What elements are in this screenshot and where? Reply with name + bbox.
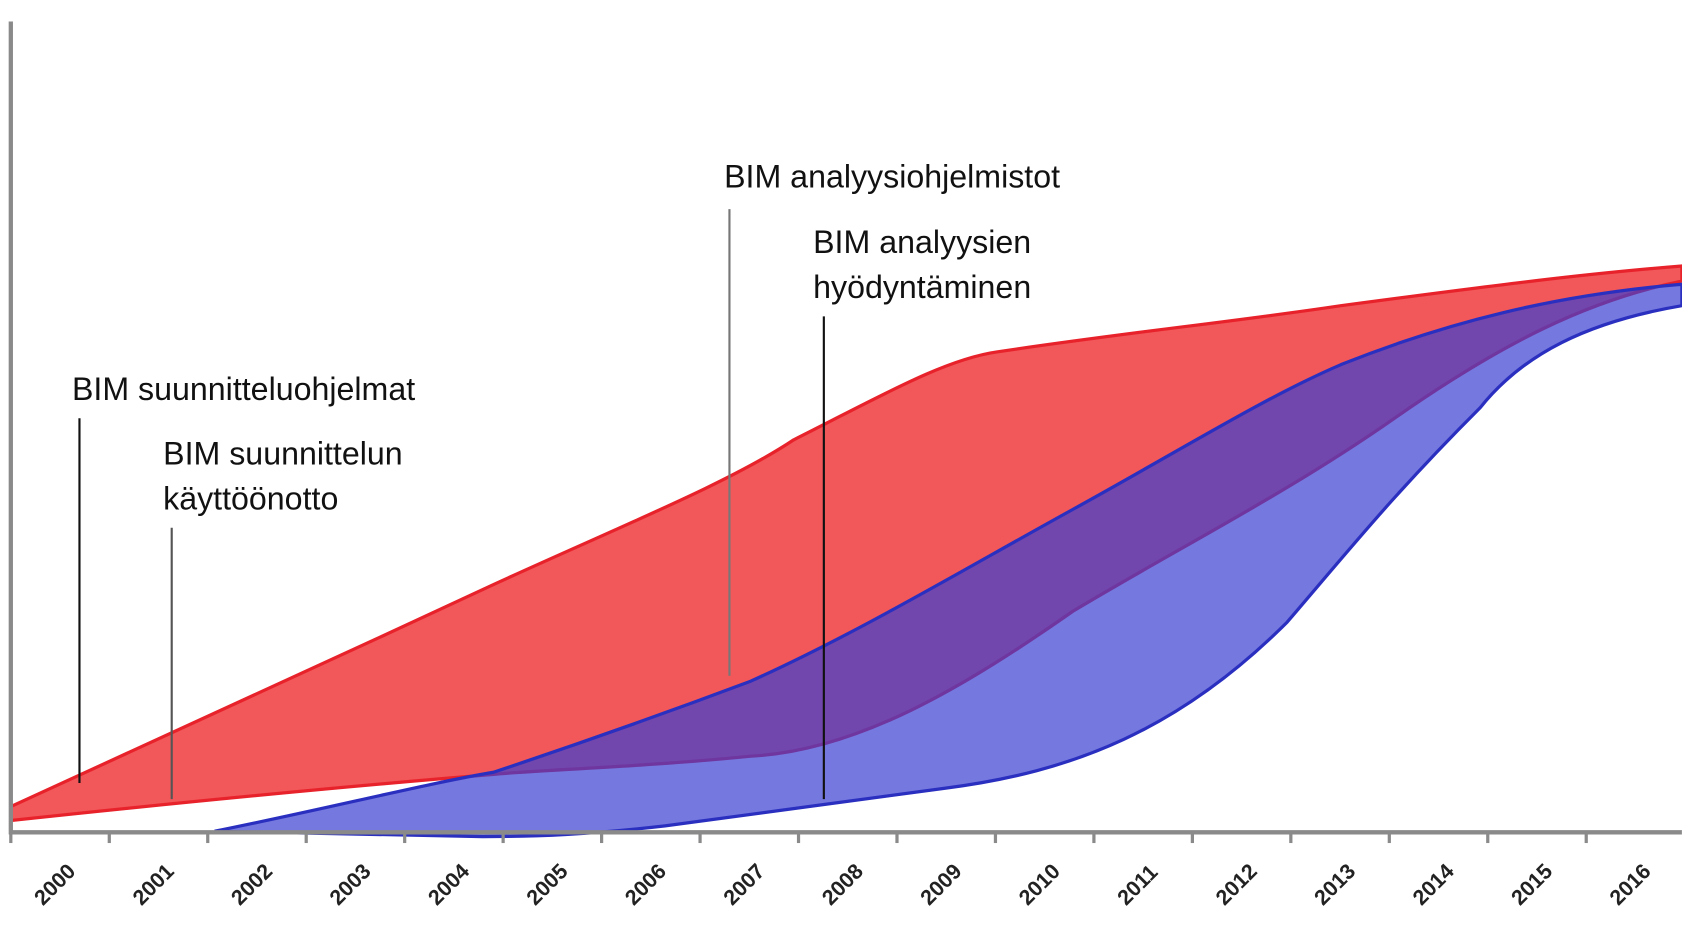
x-tick-label: 2003 — [325, 859, 376, 910]
x-tick-label: 2007 — [719, 859, 770, 910]
x-tick-label: 2011 — [1113, 860, 1163, 910]
x-tick-label: 2001 — [128, 859, 179, 910]
x-tick-label: 2004 — [423, 859, 474, 910]
x-tick-label: 2016 — [1605, 859, 1656, 910]
x-tick-label: 2000 — [30, 859, 81, 910]
annotation: BIM analyysien — [813, 224, 1031, 260]
annotation: käyttöönotto — [163, 480, 338, 516]
blue-band — [214, 282, 1682, 839]
annotation: BIM suunnitteluohjelmat — [72, 371, 415, 407]
x-tick-label: 2005 — [522, 859, 573, 910]
annotation: BIM analyysiohjelmistot — [724, 159, 1060, 195]
x-tick-label: 2006 — [620, 859, 671, 910]
x-tick-label: 2002 — [226, 859, 277, 910]
x-tick-label: 2014 — [1408, 859, 1459, 910]
x-tick-label: 2013 — [1310, 859, 1361, 910]
x-axis-labels: 2000 2001 2002 2003 2004 2005 2006 2007 2008 2009… — [9, 832, 1656, 910]
x-tick-label: 2015 — [1507, 859, 1558, 910]
annotation: BIM suunnittelun — [163, 435, 403, 471]
x-tick-label: 2008 — [817, 859, 868, 910]
x-tick-label: 2009 — [916, 859, 967, 910]
x-tick-label: 2012 — [1211, 859, 1262, 910]
annotation: hyödyntäminen — [813, 269, 1031, 305]
x-tick-label: 2010 — [1014, 859, 1065, 910]
